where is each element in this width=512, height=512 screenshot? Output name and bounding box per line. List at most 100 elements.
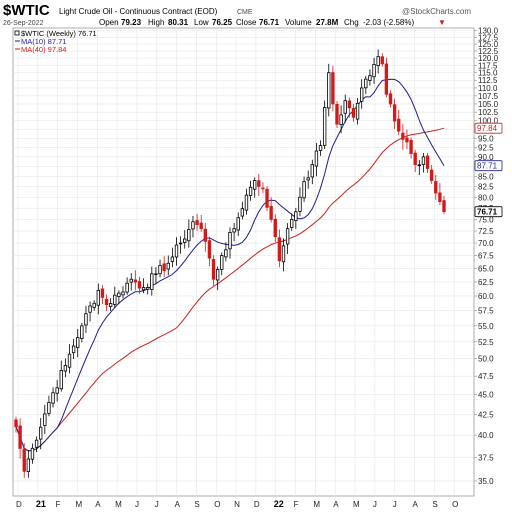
candle-body [108,303,113,307]
candle [80,322,84,343]
candle [34,436,39,453]
x-tick-label: D [254,500,260,509]
candle-body [224,249,228,258]
open-value: 79.23 [121,18,142,27]
candle-body [343,100,347,114]
candle [220,252,224,276]
candle [178,236,183,254]
candle-body [150,273,154,290]
candle-body [174,244,179,258]
candle-body [121,291,125,296]
candle-body [306,177,310,181]
candle [146,283,150,295]
candle [240,201,245,220]
y-tick-label: 37.5 [478,453,494,462]
candle [290,213,294,231]
candle-body [71,345,76,354]
candle [442,195,446,214]
candle-body [318,145,323,151]
ma40-price-tag: 97.84 [477,124,498,133]
candle [421,153,426,173]
candle-body [183,238,187,243]
candle-body [294,211,298,222]
candle-body [290,219,294,228]
candle [63,358,68,378]
candle-body [335,104,339,125]
volume-label: Volume [285,18,312,27]
candle-body [314,150,319,167]
y-tick-label: 45.0 [478,391,494,400]
candle-body [137,281,142,289]
candle-body [63,365,68,372]
ma10-price-tag: 87.71 [477,162,498,171]
candle [339,105,343,134]
candle [166,255,170,276]
candle [277,229,282,268]
candle [269,197,273,223]
candle [347,97,352,118]
y-tick-label: 117.5 [478,61,498,70]
candle [281,238,286,272]
candle [55,379,59,402]
candle [133,270,138,291]
candle [199,214,203,232]
y-tick-label: 130.0 [478,27,499,36]
x-tick-label: S [432,500,437,509]
candle [30,443,35,464]
y-tick-label: 125.0 [478,40,499,49]
low-value: 76.25 [212,18,233,27]
volume-value: 27.8M [316,18,339,27]
candle [43,404,47,434]
candle-body [401,132,405,140]
candle [195,214,199,231]
candle [331,65,335,112]
candle [203,223,207,252]
candle [88,301,92,322]
candle-body [273,218,277,238]
candle-body [199,222,203,230]
chg-value: -2.03 (-2.58%) [363,18,414,27]
candle [187,219,191,248]
candle [137,276,142,294]
candle-body [59,370,63,390]
candle [207,236,212,267]
candle-body [220,255,224,270]
candle-body [327,72,331,109]
candle-body [47,402,51,414]
candle [18,418,22,459]
y-tick-label: 80.0 [478,193,494,202]
candle [372,57,376,84]
candle [434,175,438,200]
candle [405,129,409,150]
candle [429,164,434,184]
y-tick-label: 40.0 [478,431,494,440]
last-price-tag-box [474,206,503,218]
x-tick-label: O [214,500,220,509]
candle-body [285,228,290,245]
candle-body [51,392,55,404]
candle-body [438,192,442,202]
candle-body [269,205,273,220]
candle [314,142,319,177]
candle [113,286,117,309]
legend-ma10: MA(10) 87.71 [21,37,66,46]
candle-body [191,221,195,230]
candle-body [397,118,401,132]
y-tick-label: 55.0 [478,322,494,331]
candle-body [178,242,183,245]
candle-body [355,102,360,120]
candle-body [364,78,368,89]
candle [310,159,314,185]
candle-body [22,448,26,472]
candle [327,63,331,117]
candle-body [310,164,314,178]
candle-body [117,292,121,297]
candle [265,186,269,212]
candle-body [277,237,282,262]
candle [84,305,88,333]
exchange-label: CME [237,9,253,16]
candle [129,273,133,291]
y-tick-label: 122.5 [478,47,499,56]
candle-body [39,426,43,440]
